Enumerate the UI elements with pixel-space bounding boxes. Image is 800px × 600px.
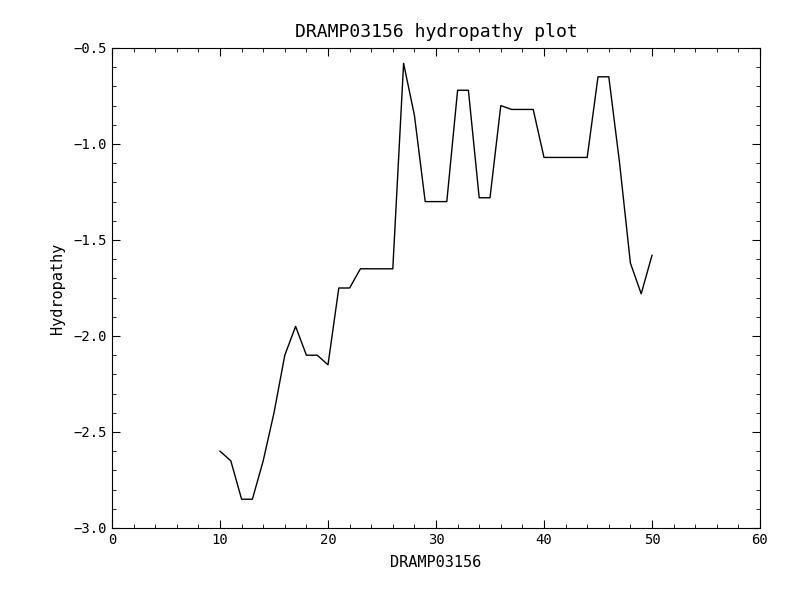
- X-axis label: DRAMP03156: DRAMP03156: [390, 555, 482, 570]
- Title: DRAMP03156 hydropathy plot: DRAMP03156 hydropathy plot: [294, 23, 578, 41]
- Y-axis label: Hydropathy: Hydropathy: [50, 242, 66, 334]
